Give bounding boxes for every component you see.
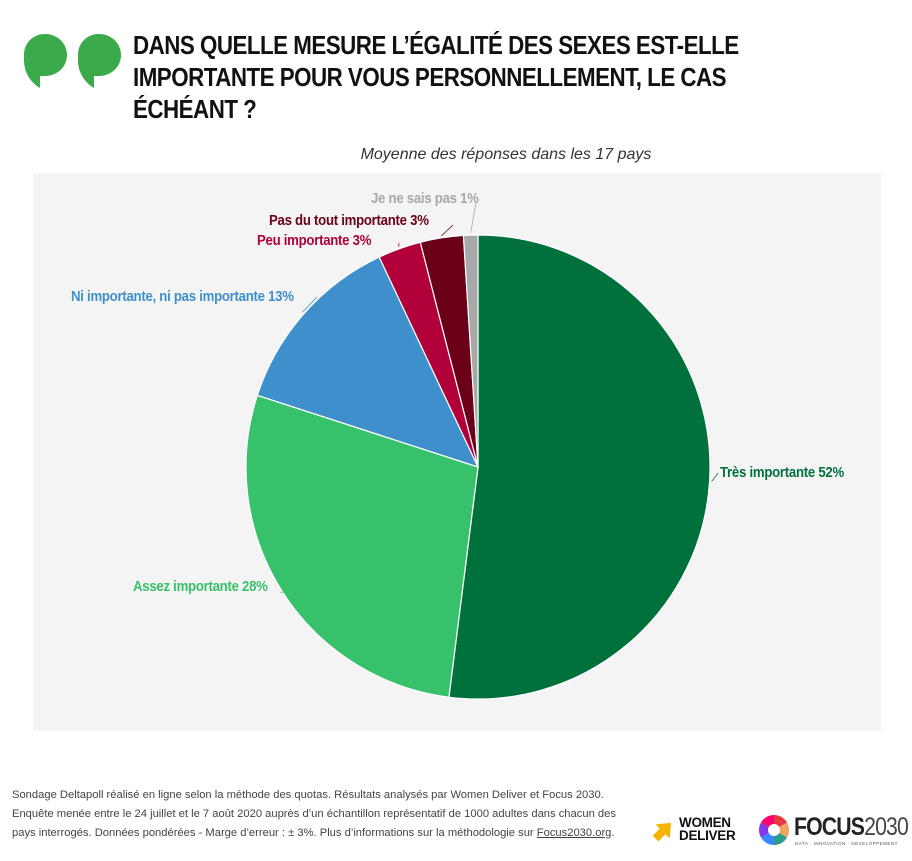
header: DANS QUELLE MESURE L’ÉGALITÉ DES SEXES E… bbox=[0, 0, 912, 124]
pie-slice-0 bbox=[448, 234, 711, 700]
leader-line-5 bbox=[470, 202, 477, 234]
focus-name: FOCUS bbox=[794, 813, 865, 841]
slice-label-3: Peu importante 3% bbox=[257, 231, 372, 248]
footer-note: Sondage Deltapoll réalisé en ligne selon… bbox=[12, 786, 652, 843]
quote-icon bbox=[24, 34, 121, 88]
slice-label-4: Pas du tout importante 3% bbox=[269, 211, 429, 228]
leader-line-1 bbox=[280, 590, 296, 593]
pie-slice-5 bbox=[462, 234, 479, 468]
chart-panel: Très importante 52% Assez importante 28% N… bbox=[33, 173, 881, 731]
focus2030-tagline: DATA · INNOVATION · DÉVELOPPEMENT bbox=[795, 841, 898, 846]
page-title: DANS QUELLE MESURE L’ÉGALITÉ DES SEXES E… bbox=[133, 30, 739, 124]
footer-line-3-end: . bbox=[611, 827, 615, 839]
slice-label-1: Assez importante 28% bbox=[133, 577, 268, 594]
focus2030-logo: FOCUS2030 DATA · INNOVATION · DÉVELOPPEM… bbox=[758, 812, 909, 848]
footer-line-3-text: pays interrogés. Données pondérées - Mar… bbox=[12, 827, 537, 839]
slice-label-5: Je ne sais pas 1% bbox=[371, 189, 479, 206]
slice-label-0: Très importante 52% bbox=[720, 463, 845, 480]
pie-slice-2 bbox=[256, 256, 480, 468]
footer-line-2: Enquête menée entre le 24 juillet et le … bbox=[12, 808, 616, 820]
focus-year: 2030 bbox=[864, 813, 909, 841]
footer-line-1: Sondage Deltapoll réalisé en ligne selon… bbox=[12, 789, 604, 801]
women-deliver-logo: WOMEN DELIVER bbox=[652, 812, 752, 848]
pie-chart: Très importante 52% Assez importante 28% N… bbox=[71, 189, 845, 700]
footer-line-3: pays interrogés. Données pondérées - Mar… bbox=[12, 824, 652, 843]
women-deliver-arrow-icon bbox=[652, 822, 672, 842]
chart-subtitle: Moyenne des réponses dans les 17 pays bbox=[360, 146, 652, 163]
focus2030-link[interactable]: Focus2030.org bbox=[536, 827, 612, 839]
women-deliver-wordmark: WOMEN DELIVER bbox=[679, 815, 736, 843]
leader-line-4 bbox=[441, 224, 454, 237]
women-deliver-line-2: DELIVER bbox=[679, 828, 736, 843]
women-deliver-line-1: WOMEN bbox=[679, 815, 731, 830]
leader-line-2 bbox=[302, 296, 318, 313]
focus2030-aperture-icon bbox=[758, 815, 790, 845]
leader-line-0 bbox=[711, 472, 719, 482]
slice-label-2: Ni importante, ni pas importante 13% bbox=[71, 287, 294, 304]
focus2030-wordmark: FOCUS2030 bbox=[794, 813, 909, 841]
pie-slice-1 bbox=[245, 394, 479, 698]
